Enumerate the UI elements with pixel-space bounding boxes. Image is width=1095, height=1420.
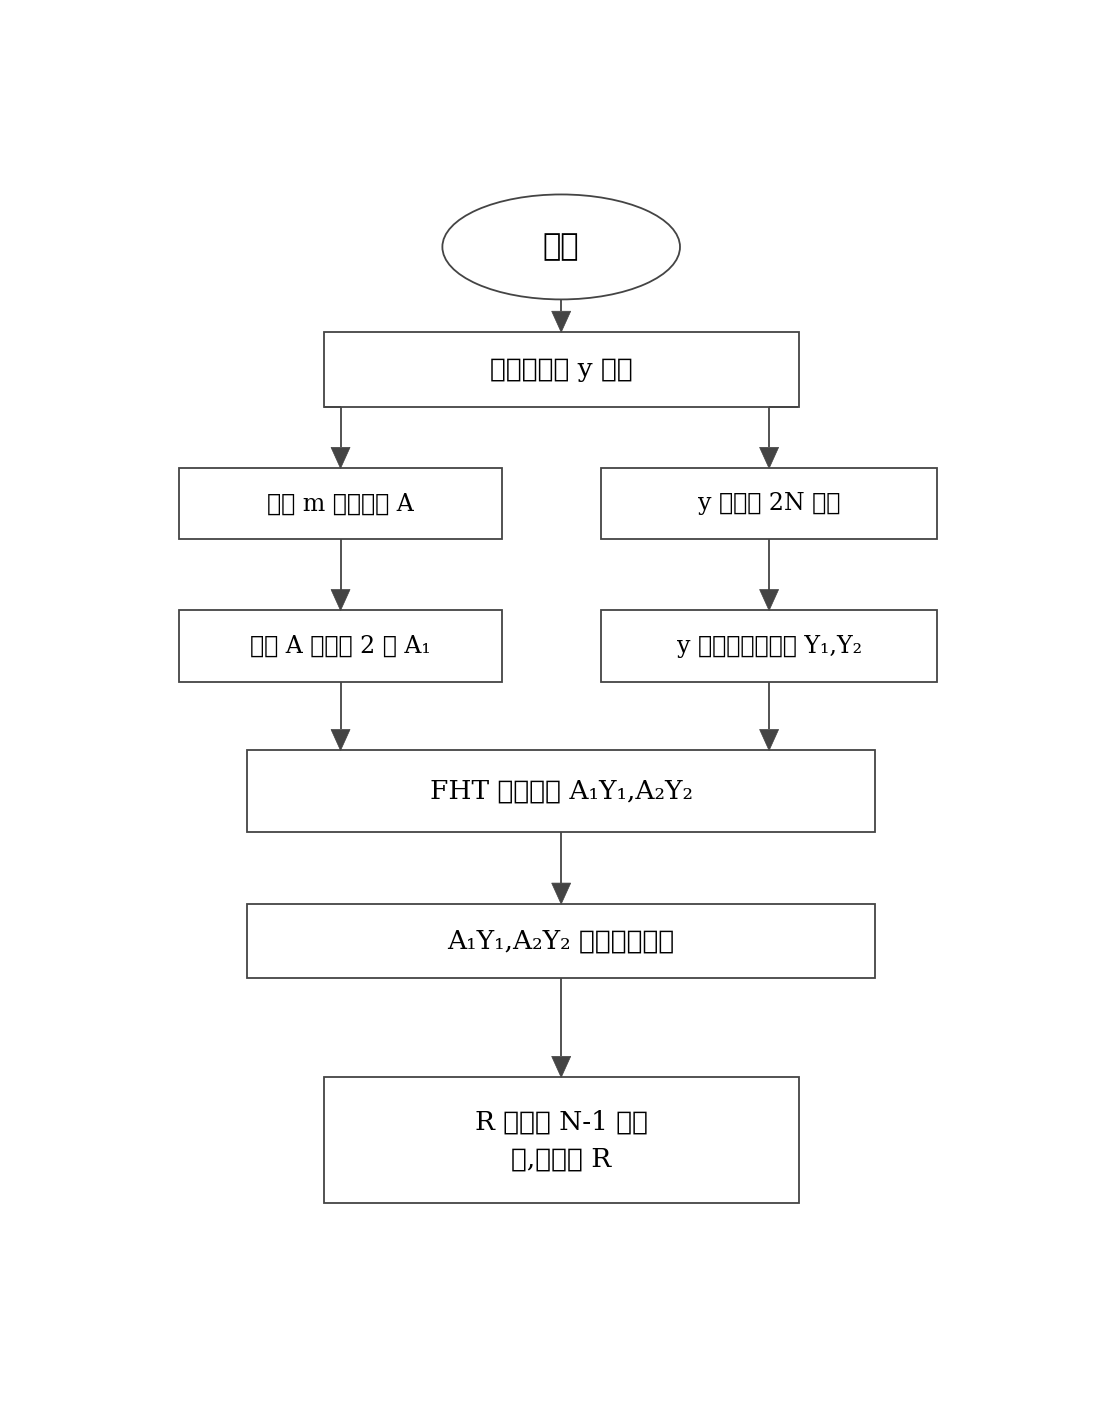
Text: A₁Y₁,A₂Y₂ 计算结果相加: A₁Y₁,A₂Y₂ 计算结果相加 (448, 929, 675, 954)
Text: y 分为两等长向量 Y₁,Y₂: y 分为两等长向量 Y₁,Y₂ (677, 635, 862, 657)
Polygon shape (331, 447, 350, 469)
Text: 矩阵 A 分解为 2 个 A₁: 矩阵 A 分解为 2 个 A₁ (250, 635, 431, 657)
Text: y 补零至 2N 长度: y 补零至 2N 长度 (698, 493, 840, 515)
Polygon shape (552, 1056, 570, 1078)
Text: 建立 m 序列矩阵 A: 建立 m 序列矩阵 A (267, 493, 414, 515)
Bar (601, 469, 936, 540)
Text: 回波采样至 y 向量: 回波采样至 y 向量 (489, 356, 633, 382)
Text: FHT 分别计算 A₁Y₁,A₂Y₂: FHT 分别计算 A₁Y₁,A₂Y₂ (429, 780, 693, 804)
Polygon shape (760, 447, 779, 469)
Text: R 向量后 N-1 位倒
序,得新的 R: R 向量后 N-1 位倒 序,得新的 R (475, 1109, 647, 1171)
Bar (324, 332, 799, 406)
Polygon shape (331, 730, 350, 750)
Text: 开始: 开始 (543, 231, 579, 263)
Polygon shape (552, 883, 570, 905)
Polygon shape (331, 589, 350, 611)
Bar (180, 611, 502, 682)
Bar (247, 750, 875, 832)
Bar (601, 611, 936, 682)
Bar (324, 1078, 799, 1203)
Polygon shape (760, 589, 779, 611)
Ellipse shape (442, 195, 680, 300)
Polygon shape (552, 311, 570, 332)
Bar (247, 905, 875, 978)
Bar (180, 469, 502, 540)
Polygon shape (760, 730, 779, 750)
